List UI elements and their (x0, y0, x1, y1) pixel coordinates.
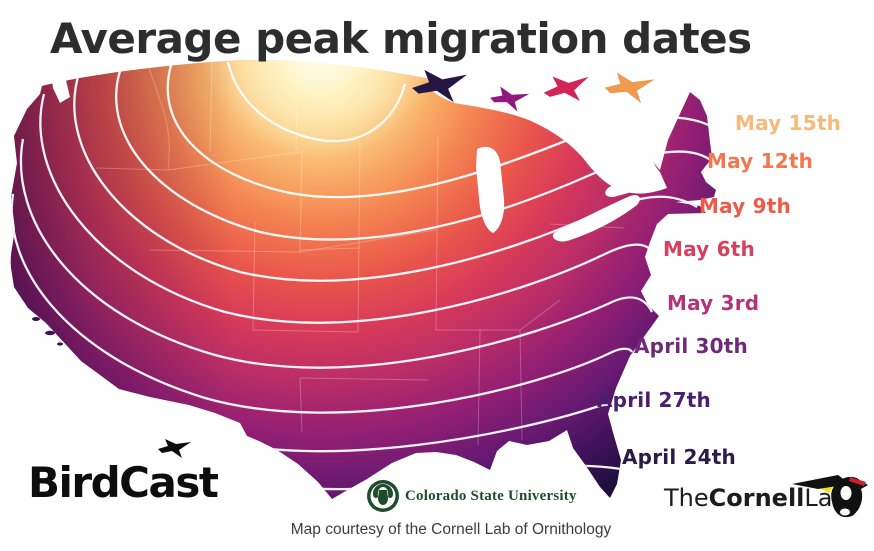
contour-label-may-15: May 15th (735, 111, 842, 135)
flying-birds (412, 69, 655, 112)
csu-logo: Colorado State University (366, 479, 577, 513)
bird-silhouette-3-icon (543, 76, 589, 101)
contour-line-may-3 (19, 138, 654, 369)
birdcast-bird-icon (158, 439, 191, 458)
bird-silhouette-2-icon (490, 86, 530, 112)
contour-line-may-6 (39, 93, 653, 324)
csu-ram-icon (367, 480, 399, 512)
cornell-logo-cornell: Cornell (708, 484, 805, 512)
contour-line-april-30 (10, 193, 634, 414)
contour-label-april-30: April 30th (634, 334, 748, 358)
contour-label-may-12: May 12th (707, 149, 814, 173)
contour-label-may-6: May 6th (663, 237, 755, 261)
csu-wordmark: Colorado State University (405, 487, 577, 504)
puget-sound-cutout (50, 68, 70, 103)
great-lakes-cutout (50, 68, 667, 242)
bird-silhouette-4-icon (604, 72, 655, 104)
page-title: Average peak migration dates (50, 14, 752, 63)
contour-label-april-27: April 27th (597, 388, 711, 412)
birdcast-logo: BirdCast (28, 458, 219, 507)
cornell-logo-the: The (664, 484, 709, 512)
contour-label-may-9: May 9th (699, 194, 791, 218)
channel-islands (32, 317, 63, 346)
gradient-origin-glow (180, 59, 470, 160)
contour-label-april-24: April 24th (622, 445, 736, 469)
cornell-bird-icon (792, 475, 868, 518)
contour-label-may-3: May 3rd (667, 291, 760, 315)
bird-silhouette-1-icon (412, 69, 468, 103)
map-caption: Map courtesy of the Cornell Lab of Ornit… (290, 521, 612, 538)
